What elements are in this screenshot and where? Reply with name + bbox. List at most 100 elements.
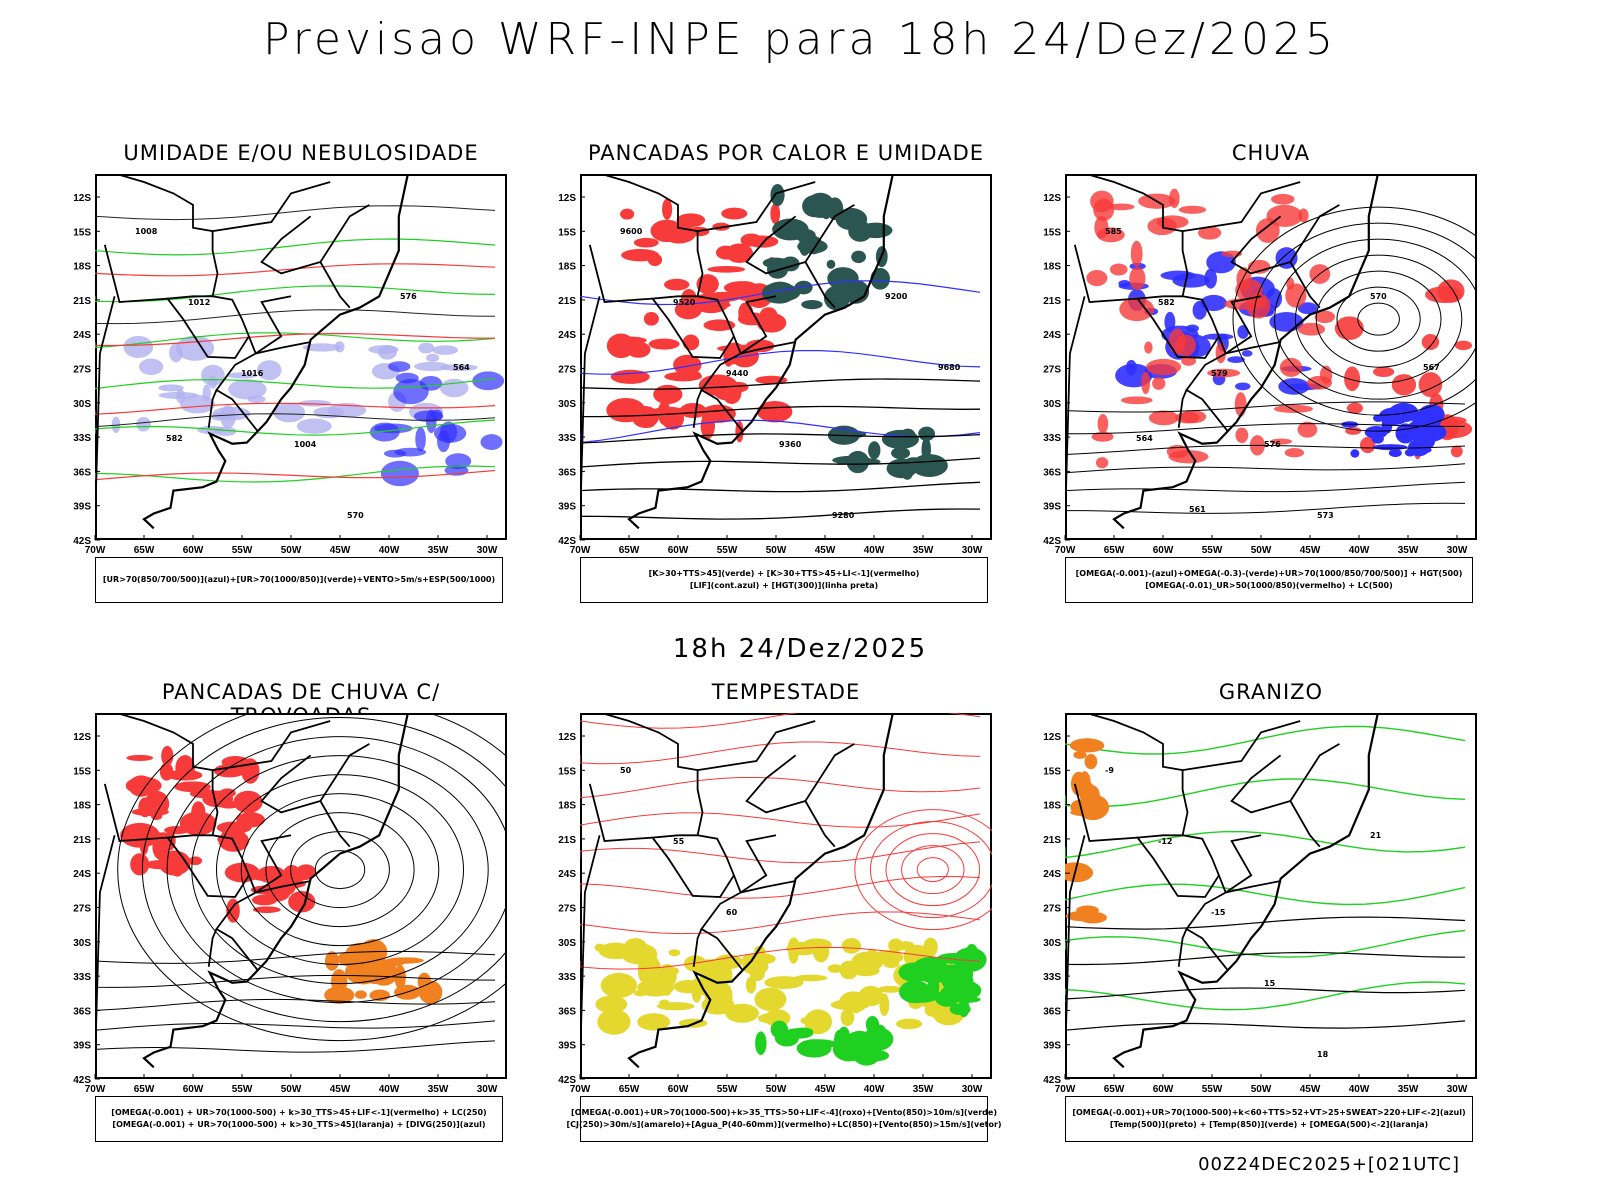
- omega-ur-area: [1097, 227, 1125, 243]
- border-line: [1135, 295, 1220, 359]
- lon-tick-label: 70W: [570, 1084, 591, 1095]
- contour-label: 564: [1136, 434, 1153, 443]
- humidity-1000-850-contour: [95, 465, 496, 483]
- jet-250-area: [895, 1018, 923, 1030]
- temp-850-contour: [1065, 725, 1466, 755]
- omega-area: [1204, 268, 1217, 289]
- jet-250-area: [595, 995, 628, 1014]
- unstable-k-tts-area: [921, 437, 931, 462]
- lat-tick-label: 18S: [558, 801, 576, 812]
- wind-850-area: [927, 974, 940, 1000]
- hgt500-contour: [1315, 270, 1442, 368]
- humidity-850-700-500-area: [296, 418, 332, 434]
- omega-ur-area: [1086, 270, 1108, 287]
- unstable-li-area: [682, 334, 700, 351]
- humidity-850-700-500-area: [220, 405, 236, 429]
- contour-label: 582: [166, 434, 183, 443]
- humidity-1000-850-contour: [95, 332, 496, 349]
- jet-250-area: [804, 1009, 833, 1035]
- border-line: [319, 800, 351, 848]
- temp-500-contour: [1065, 987, 1466, 1000]
- border-line: [1230, 743, 1340, 814]
- humidity-850-700-500-area: [440, 364, 478, 372]
- lat-tick-label: 27S: [1043, 365, 1061, 376]
- omega-ur-area: [1109, 263, 1128, 276]
- water-vapor-contour: [580, 741, 981, 765]
- lat-tick-label: 33S: [1043, 972, 1061, 983]
- lon-tick-label: 35W: [913, 545, 934, 556]
- border-line: [1225, 341, 1281, 355]
- omega-ur-area: [1297, 421, 1318, 438]
- lat-tick-label: 42S: [73, 536, 91, 547]
- humidity-850-700-500-area: [175, 335, 215, 361]
- lon-tick-label: 60W: [183, 1084, 204, 1095]
- temp-850-contour: [1065, 929, 1466, 958]
- omega-ur-area: [1234, 392, 1247, 417]
- lat-tick-label: 27S: [73, 904, 91, 915]
- lon-tick-label: 70W: [85, 1084, 106, 1095]
- border-line: [1289, 261, 1321, 309]
- humidity-850-700-500-area: [298, 400, 332, 407]
- border-line: [740, 880, 796, 894]
- panel-title: TEMPESTADE: [711, 680, 861, 704]
- contour-label: 9440: [726, 369, 749, 378]
- streamline-250: [141, 717, 507, 1023]
- water-vapor-contour: [580, 911, 981, 935]
- contour-label: 50: [620, 766, 632, 775]
- map-canvas: -9 -12 -15 15 18 21 12S 15S 18S 21S 24S 27S 30S 33S 36…: [1043, 713, 1468, 1095]
- omega-ur-area: [1372, 366, 1395, 377]
- lon-tick-label: 35W: [1398, 1084, 1419, 1095]
- thickness-contour: [95, 469, 496, 481]
- lat-tick-label: 39S: [1043, 1041, 1061, 1052]
- omega-area: [1364, 426, 1388, 439]
- humidity-high-area: [388, 361, 411, 372]
- storm-area-red: [188, 856, 203, 866]
- jet-250-area: [637, 1013, 671, 1031]
- omega-ur-area: [1178, 205, 1207, 214]
- border-line: [1073, 244, 1138, 303]
- omega-ur-area: [1235, 427, 1249, 443]
- jet-250-area: [648, 958, 662, 985]
- omega-ur-area: [1207, 368, 1241, 378]
- lat-tick-label: 39S: [73, 502, 91, 513]
- humidity-high-area: [480, 434, 503, 450]
- humidity-1000-850-contour: [95, 419, 496, 436]
- omega-ur-area: [1130, 240, 1143, 267]
- lat-tick-label: 39S: [558, 502, 576, 513]
- jet-250-area: [787, 937, 800, 959]
- lon-tick-label: 60W: [1153, 1084, 1174, 1095]
- wind-850-area: [949, 1003, 971, 1016]
- omega-ur-area: [1297, 322, 1326, 336]
- lat-tick-label: 42S: [73, 1075, 91, 1086]
- streamline-250: [117, 713, 507, 1042]
- lon-tick-label: 30W: [962, 1084, 983, 1095]
- storm-area-red: [152, 832, 166, 848]
- omega-area: [1241, 350, 1253, 357]
- temp-500-contour: [1065, 1020, 1466, 1031]
- contour-label: 9200: [885, 292, 908, 301]
- storm-area-red: [252, 906, 281, 913]
- lat-tick-label: 39S: [558, 1041, 576, 1052]
- contour-label: 1012: [188, 298, 210, 307]
- hgt500-contour: [1065, 502, 1466, 514]
- jet-250-area: [745, 976, 757, 994]
- lat-tick-label: 36S: [73, 467, 91, 478]
- hgt300-contour: [580, 433, 981, 444]
- omega-area: [1118, 279, 1131, 288]
- jet-250-area: [656, 1002, 695, 1011]
- lon-tick-label: 40W: [864, 1084, 885, 1095]
- border-line: [1065, 835, 1086, 1064]
- border-line: [697, 181, 816, 232]
- humidity-high-area: [380, 460, 419, 487]
- wind-850-area: [796, 1039, 832, 1058]
- lon-tick-label: 60W: [1153, 545, 1174, 556]
- border-line: [740, 834, 777, 894]
- lon-tick-label: 40W: [1349, 1084, 1370, 1095]
- lon-tick-label: 45W: [815, 545, 836, 556]
- storm-area-red: [126, 754, 154, 762]
- unstable-li-area: [639, 420, 655, 428]
- unstable-li-area: [715, 245, 737, 260]
- temp-850-contour: [1065, 883, 1466, 906]
- omega-500-area: [1065, 863, 1094, 883]
- jet-250-area: [624, 938, 647, 953]
